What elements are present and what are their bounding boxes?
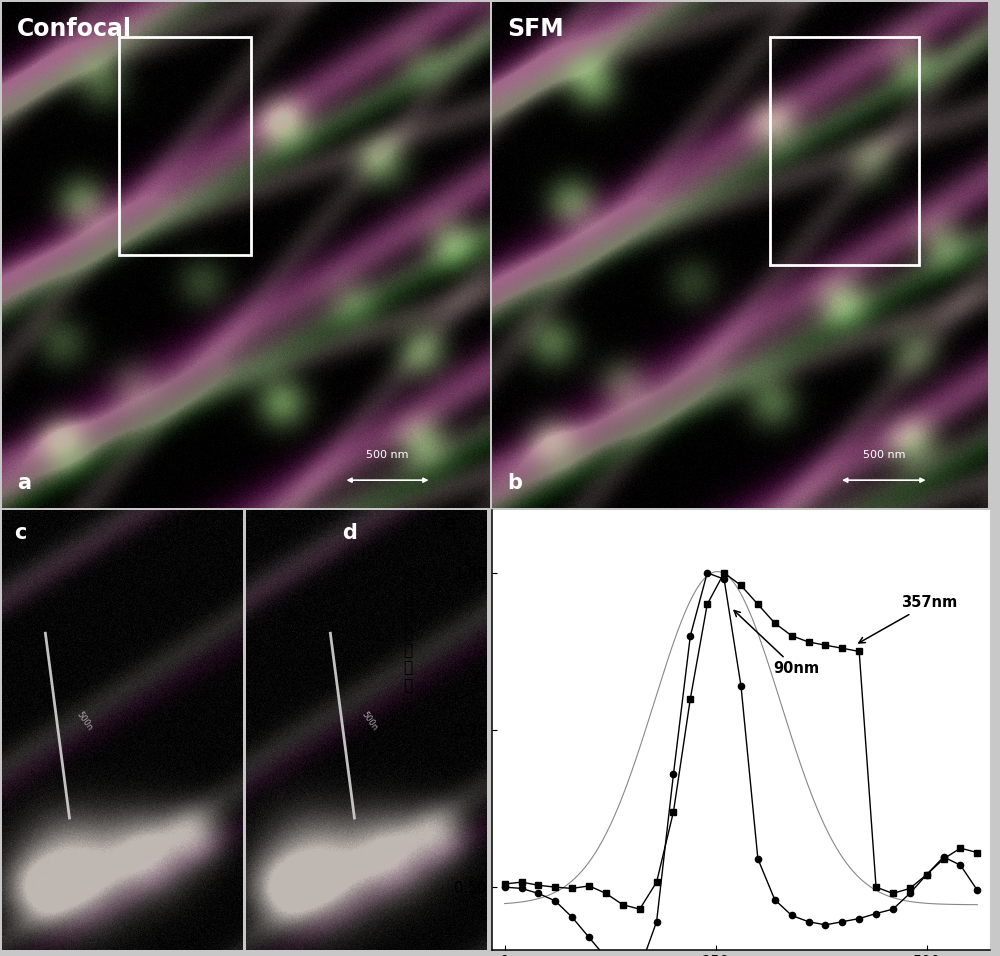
Text: b: b: [507, 473, 522, 493]
Text: Confocal: Confocal: [17, 17, 132, 41]
Text: 500 nm: 500 nm: [366, 450, 409, 460]
Text: 357nm: 357nm: [859, 596, 958, 643]
Bar: [119, 37, 251, 255]
Bar: [770, 37, 919, 265]
Text: SFM: SFM: [507, 17, 564, 41]
Text: 500n: 500n: [74, 710, 94, 732]
Text: 500n: 500n: [359, 710, 379, 732]
Y-axis label: 归
一
化
荧
光
光
强: 归 一 化 荧 光 光 强: [403, 574, 412, 693]
Text: e: e: [442, 514, 456, 534]
Text: c: c: [14, 523, 26, 543]
Text: 500 nm: 500 nm: [863, 450, 905, 460]
Text: 90nm: 90nm: [734, 611, 819, 677]
Text: d: d: [342, 523, 357, 543]
Text: a: a: [17, 473, 31, 493]
